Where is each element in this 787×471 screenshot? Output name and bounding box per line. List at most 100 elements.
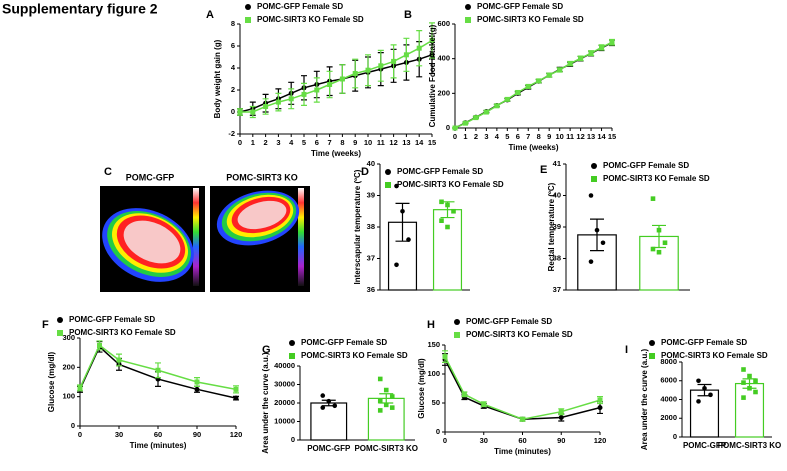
y-tick-label: 40 <box>553 190 561 199</box>
x-tick-label: POMC-GFP <box>307 444 351 453</box>
marker <box>245 4 251 10</box>
x-tick-label: 12 <box>576 132 584 141</box>
image-label: POMC-SIRT3 KO <box>226 172 298 182</box>
category-label: POMC-GFP <box>307 444 351 453</box>
marker <box>389 405 395 410</box>
marker <box>702 385 707 391</box>
marker <box>741 395 746 400</box>
marker <box>649 340 655 346</box>
marker <box>609 39 615 45</box>
x-axis-title: Time (minutes) <box>494 447 551 456</box>
bar <box>310 402 348 441</box>
marker <box>546 72 552 78</box>
marker <box>558 415 564 420</box>
panel-label: B <box>404 9 412 21</box>
series-line <box>240 39 433 113</box>
x-tick-label: 120 <box>230 430 243 439</box>
marker <box>403 52 409 58</box>
y-tick-label: 400 <box>437 54 450 63</box>
x-tick-label: 13 <box>402 138 410 147</box>
legend-label: POMC-GFP Female SD <box>661 338 747 347</box>
marker <box>327 82 333 87</box>
marker <box>442 354 448 360</box>
x-tick-label: 90 <box>557 436 565 445</box>
x-tick-label: 6 <box>315 138 319 147</box>
marker <box>483 109 489 115</box>
marker <box>233 395 239 401</box>
marker <box>389 394 395 399</box>
marker <box>567 61 573 67</box>
x-tick-label: 2 <box>474 132 478 141</box>
x-tick-label: 5 <box>505 132 509 141</box>
y-tick-label: 38 <box>553 253 561 262</box>
y-axis-title: Glucose (mg/dl) <box>47 351 56 412</box>
image-label: POMC-GFP <box>126 172 175 182</box>
marker <box>339 76 345 82</box>
x-tick-label: 1 <box>251 138 255 147</box>
x-tick-label: 9 <box>547 132 551 141</box>
marker <box>591 176 597 182</box>
legend-label: POMC-SIRT3 KO Female SD <box>477 15 584 24</box>
y-axis-title: Body weight gain (g) <box>213 39 222 118</box>
marker <box>504 96 510 102</box>
y-tick-label: 600 <box>437 19 450 28</box>
marker <box>116 357 122 363</box>
marker <box>233 386 239 392</box>
marker <box>275 99 281 105</box>
y-axis-title: Glucose (mg/dl) <box>417 358 426 419</box>
y-tick-label: 20000 <box>274 398 295 407</box>
y-tick-label: 50 <box>432 398 440 407</box>
marker <box>245 17 251 23</box>
marker <box>394 183 399 189</box>
series-line <box>444 359 601 420</box>
marker <box>747 373 752 379</box>
x-tick-label: 7 <box>526 132 530 141</box>
marker <box>332 403 338 409</box>
marker <box>650 196 656 201</box>
y-tick-label: 39 <box>367 190 375 199</box>
x-tick-label: 30 <box>115 430 123 439</box>
y-tick-label: 200 <box>62 362 75 371</box>
y-tick-label: 6000 <box>660 376 677 385</box>
marker <box>263 104 269 109</box>
marker <box>536 78 542 84</box>
x-tick-label: 120 <box>594 436 607 445</box>
marker <box>365 67 371 73</box>
x-tick-label: 10 <box>555 132 563 141</box>
y-tick-label: 36 <box>367 285 375 294</box>
category-label: POMC-SIRT3 KO <box>354 444 419 453</box>
y-tick-label: 38 <box>367 222 375 231</box>
y-axis-title: Cumulative Food intake (g) <box>428 24 437 127</box>
x-tick-label: 8 <box>537 132 541 141</box>
panel-label: I <box>625 344 628 356</box>
x-axis-title: Time (weeks) <box>311 149 361 158</box>
marker <box>439 199 444 205</box>
y-tick-label: 0 <box>673 432 677 441</box>
y-axis-title: Area under the curve (a.u.) <box>261 352 270 454</box>
marker <box>753 389 758 395</box>
marker <box>237 109 243 115</box>
x-tick-label: 6 <box>516 132 520 141</box>
legend-label: POMC-SIRT3 KO Female SD <box>603 174 710 183</box>
marker <box>650 246 656 252</box>
y-tick-label: 39 <box>553 222 561 231</box>
category-label: POMC-GFP <box>683 441 726 450</box>
y-tick-label: 300 <box>62 333 75 342</box>
marker <box>656 249 662 255</box>
x-tick-label: 9 <box>353 138 357 147</box>
marker <box>383 402 389 408</box>
marker <box>57 330 63 336</box>
x-tick-label: POMC-SIRT3 KO <box>354 444 419 453</box>
marker <box>597 405 603 411</box>
marker <box>465 17 471 23</box>
marker <box>429 38 435 43</box>
marker <box>289 340 295 346</box>
marker <box>747 385 752 391</box>
y-tick-label: 8000 <box>660 357 677 366</box>
y-tick-label: 41 <box>553 159 561 168</box>
y-tick-label: 0 <box>71 421 75 430</box>
marker <box>753 378 758 384</box>
panel-label: A <box>206 9 214 21</box>
x-tick-label: POMC-SIRT3 KO <box>717 441 782 450</box>
marker <box>588 259 594 264</box>
